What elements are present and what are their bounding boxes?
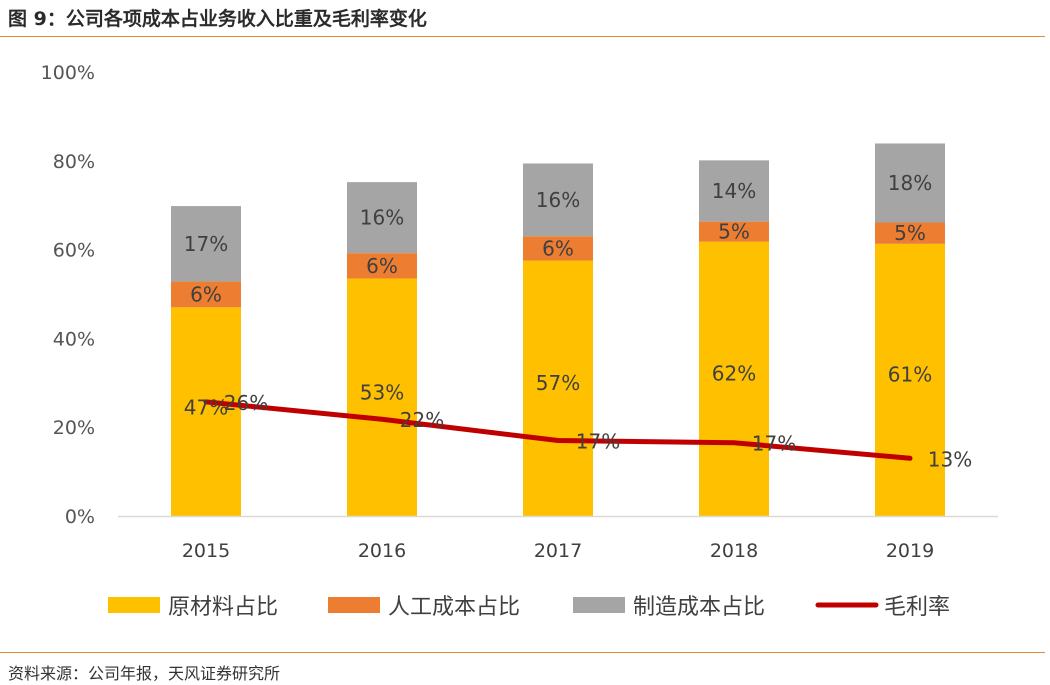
x-tick-label: 2017 bbox=[534, 540, 582, 562]
y-tick-label: 40% bbox=[53, 328, 95, 350]
bar-raw-material-2018 bbox=[699, 241, 769, 516]
data-label-raw-material-2016: 53% bbox=[360, 380, 404, 404]
data-label-labor-2015: 6% bbox=[190, 282, 222, 306]
data-label-raw-material-2019: 61% bbox=[888, 362, 932, 386]
data-label-manufacturing-2015: 17% bbox=[184, 232, 228, 256]
bar-manufacturing-2016 bbox=[347, 182, 417, 254]
x-tick-label: 2016 bbox=[358, 540, 406, 562]
y-tick-label: 20% bbox=[53, 417, 95, 439]
data-labels-layer: 47% 6% 17% 53% 6% 16% 57% 6% 16% 62% 5% 14% 61% 5% 18%… bbox=[184, 171, 972, 471]
data-label-gross-margin-2017: 17% bbox=[576, 430, 620, 454]
data-label-raw-material-2017: 57% bbox=[536, 371, 580, 395]
x-tick-label: 2018 bbox=[710, 540, 758, 562]
data-label-labor-2017: 6% bbox=[542, 236, 574, 260]
x-tick-label: 2019 bbox=[886, 540, 934, 562]
legend-swatch-manufacturing bbox=[573, 597, 625, 613]
data-label-gross-margin-2016: 22% bbox=[400, 408, 444, 432]
legend-label-raw-material: 原材料占比 bbox=[168, 595, 278, 620]
bar-manufacturing-2019 bbox=[875, 143, 945, 223]
data-label-manufacturing-2019: 18% bbox=[888, 171, 932, 195]
bar-raw-material-2017 bbox=[523, 260, 593, 516]
data-label-labor-2019: 5% bbox=[894, 221, 926, 245]
stacked-bar-line-chart: 0%20%40%60%80%100% 2015 2016 2017 2018 2019 … bbox=[41, 62, 998, 620]
data-label-gross-margin-2015: 26% bbox=[224, 391, 268, 415]
x-axis-ticks: 2015 2016 2017 2018 2019 bbox=[182, 540, 934, 562]
figure-title: 图 9：公司各项成本占业务收入比重及毛利率变化 bbox=[8, 8, 427, 30]
data-label-labor-2018: 5% bbox=[718, 220, 750, 244]
data-label-raw-material-2018: 62% bbox=[712, 361, 756, 385]
bar-labor-2015 bbox=[171, 281, 241, 308]
bars-layer bbox=[171, 143, 945, 516]
data-label-manufacturing-2017: 16% bbox=[536, 188, 580, 212]
data-label-gross-margin-2018: 17% bbox=[752, 432, 796, 456]
data-label-labor-2016: 6% bbox=[366, 254, 398, 278]
bar-labor-2018 bbox=[699, 221, 769, 242]
legend-label-labor: 人工成本占比 bbox=[388, 595, 520, 620]
legend-label-gross-margin: 毛利率 bbox=[884, 595, 950, 620]
bar-manufacturing-2018 bbox=[699, 160, 769, 222]
x-tick-label: 2015 bbox=[182, 540, 230, 562]
bar-manufacturing-2017 bbox=[523, 163, 593, 237]
bottom-divider bbox=[0, 652, 1045, 653]
bar-raw-material-2019 bbox=[875, 243, 945, 516]
y-tick-label: 100% bbox=[41, 62, 95, 84]
y-axis-ticks: 0% 20% 40% 60% 80% 100% bbox=[41, 62, 95, 528]
bar-labor-2016 bbox=[347, 253, 417, 279]
bar-labor-2017 bbox=[523, 236, 593, 261]
y-tick-label: 0% bbox=[65, 506, 95, 528]
data-label-gross-margin-2019: 13% bbox=[928, 447, 972, 471]
data-label-raw-material-2015: 47% bbox=[184, 395, 228, 419]
legend: 原材料占比 人工成本占比 制造成本占比 毛利率 bbox=[108, 595, 950, 620]
legend-label-manufacturing: 制造成本占比 bbox=[633, 595, 765, 620]
bar-manufacturing-2015 bbox=[171, 206, 241, 282]
data-label-manufacturing-2018: 14% bbox=[712, 179, 756, 203]
legend-swatch-raw-material bbox=[108, 597, 160, 613]
bar-raw-material-2016 bbox=[347, 278, 417, 516]
legend-swatch-labor bbox=[328, 597, 380, 613]
data-label-manufacturing-2016: 16% bbox=[360, 206, 404, 230]
margin-line-layer bbox=[203, 399, 913, 461]
top-divider bbox=[0, 36, 1045, 37]
bar-labor-2019 bbox=[875, 222, 945, 244]
y-tick-label: 80% bbox=[53, 151, 95, 173]
bar-raw-material-2015 bbox=[171, 307, 241, 516]
source-note: 资料来源：公司年报，天风证券研究所 bbox=[8, 664, 281, 683]
y-tick-label: 60% bbox=[53, 240, 95, 262]
